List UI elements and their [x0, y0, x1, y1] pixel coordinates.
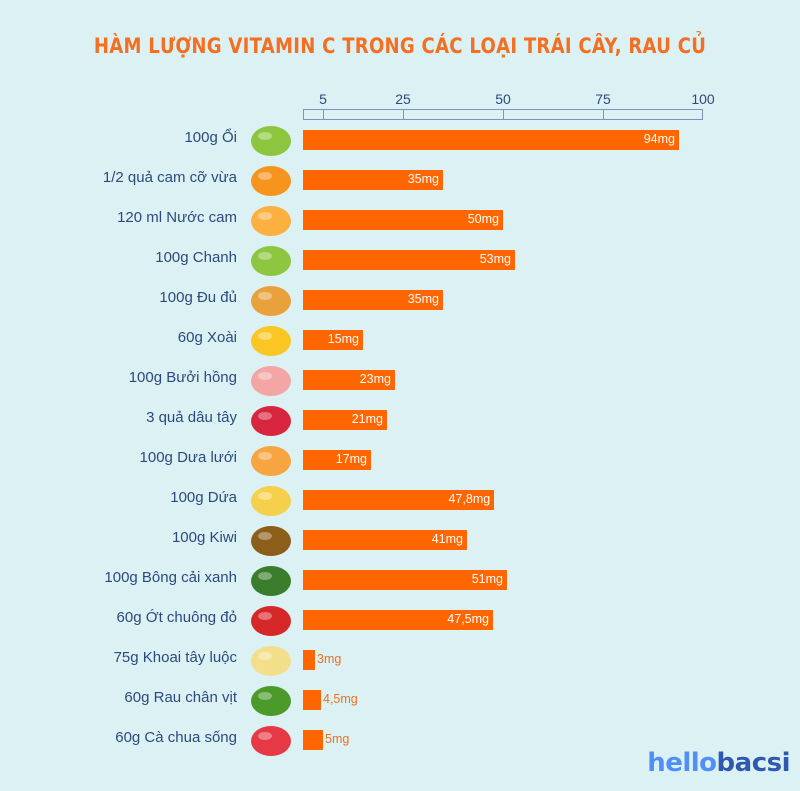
bar: 51mg	[303, 570, 507, 590]
broccoli-icon	[246, 562, 296, 598]
orange-juice-icon	[246, 202, 296, 238]
axis-tick	[503, 109, 504, 120]
potato-icon	[246, 642, 296, 678]
bar: 47,8mg	[303, 490, 495, 510]
category-label: 100g Chanh	[155, 249, 237, 266]
guava-icon	[246, 122, 296, 158]
category-label: 100g Ổi	[184, 129, 237, 146]
bar: 15mg	[303, 330, 363, 350]
chart-row: 75g Khoai tây luộc 3mg	[0, 640, 800, 680]
hellobacsi-logo: hellobacsi	[647, 748, 790, 778]
chart-title: HÀM LƯỢNG VITAMIN C TRONG CÁC LOẠI TRÁI …	[93, 34, 707, 58]
bar-value-label: 3mg	[317, 652, 342, 666]
bar-value-label: 53mg	[479, 252, 511, 266]
chart-row: 100g Dưa lưới 17mg	[0, 440, 800, 480]
papaya-icon	[246, 282, 296, 318]
x-axis: 5 25 50 75 100	[303, 90, 715, 122]
category-label: 60g Xoài	[177, 329, 237, 346]
bar: 41mg	[303, 530, 467, 550]
bar: 21mg	[303, 410, 387, 430]
cantaloupe-icon	[246, 442, 296, 478]
bar: 47,5mg	[303, 610, 493, 630]
bar: 53mg	[303, 250, 515, 270]
axis-tick	[603, 109, 604, 120]
bar-value-label: 15mg	[327, 332, 359, 346]
chart-row: 60g Cà chua sống 5mg	[0, 720, 800, 760]
spinach-icon	[246, 682, 296, 718]
bar: 3mg	[303, 650, 341, 670]
chart-row: 100g Chanh 53mg	[0, 240, 800, 280]
tomato-icon	[246, 722, 296, 758]
category-label: 100g Bông cải xanh	[104, 569, 237, 586]
chart-row: 100g Ổi 94mg	[0, 120, 800, 160]
bar: 50mg	[303, 210, 503, 230]
orange-half-icon	[246, 162, 296, 198]
bar-value-label: 35mg	[407, 172, 439, 186]
lime-icon	[246, 242, 296, 278]
bar: 94mg	[303, 130, 679, 150]
bar-value-label: 17mg	[335, 452, 367, 466]
bar-value-label: 35mg	[407, 292, 439, 306]
bar-value-label: 23mg	[359, 372, 391, 386]
axis-tick-label: 75	[595, 91, 611, 107]
bar-value-label: 4,5mg	[323, 692, 358, 706]
bar: 23mg	[303, 370, 395, 390]
axis-tick-label: 5	[319, 91, 327, 107]
chart-row: 100g Bông cải xanh 51mg	[0, 560, 800, 600]
axis-tick-label: 25	[395, 91, 411, 107]
bar-value-label: 50mg	[467, 212, 499, 226]
category-label: 75g Khoai tây luộc	[113, 649, 237, 666]
axis-tick-label: 50	[495, 91, 511, 107]
logo-part-bacsi: bacsi	[716, 748, 791, 778]
red-bell-pepper-icon	[246, 602, 296, 638]
chart-row: 1/2 quả cam cỡ vừa 35mg	[0, 160, 800, 200]
bar: 17mg	[303, 450, 371, 470]
chart-row: 100g Kiwi 41mg	[0, 520, 800, 560]
mango-icon	[246, 322, 296, 358]
category-label: 100g Đu đủ	[159, 289, 237, 306]
category-label: 60g Rau chân vịt	[124, 689, 237, 706]
category-label: 100g Kiwi	[171, 529, 237, 546]
axis-tick	[403, 109, 404, 120]
bar-value-label: 51mg	[471, 572, 503, 586]
logo-part-hello: hello	[647, 748, 717, 778]
bar-value-label: 47,5mg	[447, 612, 489, 626]
kiwi-icon	[246, 522, 296, 558]
chart-row: 60g Xoài 15mg	[0, 320, 800, 360]
bar: 35mg	[303, 290, 443, 310]
bar: 4,5mg	[303, 690, 358, 710]
category-label: 3 quả dâu tây	[146, 409, 237, 426]
chart-row: 60g Rau chân vịt 4,5mg	[0, 680, 800, 720]
axis-tick-label: 100	[691, 91, 715, 107]
bar: 5mg	[303, 730, 349, 750]
chart-row: 100g Đu đủ 35mg	[0, 280, 800, 320]
pomelo-icon	[246, 362, 296, 398]
strawberry-icon	[246, 402, 296, 438]
chart-row: 60g Ớt chuông đỏ 47,5mg	[0, 600, 800, 640]
chart-row: 100g Bưởi hồng 23mg	[0, 360, 800, 400]
category-label: 60g Cà chua sống	[115, 729, 237, 746]
category-label: 100g Bưởi hồng	[128, 369, 237, 386]
bar-value-label: 5mg	[325, 732, 350, 746]
category-label: 100g Dứa	[170, 489, 237, 506]
bar: 35mg	[303, 170, 443, 190]
bar-value-label: 94mg	[643, 132, 675, 146]
category-label: 1/2 quả cam cỡ vừa	[102, 169, 237, 186]
bar-value-label: 41mg	[431, 532, 463, 546]
pineapple-icon	[246, 482, 296, 518]
chart-row: 3 quả dâu tây 21mg	[0, 400, 800, 440]
category-label: 120 ml Nước cam	[117, 209, 237, 226]
axis-tick	[323, 109, 324, 120]
chart-row: 120 ml Nước cam 50mg	[0, 200, 800, 240]
bar-value-label: 21mg	[351, 412, 383, 426]
chart-row: 100g Dứa 47,8mg	[0, 480, 800, 520]
bar-value-label: 47,8mg	[448, 492, 491, 506]
category-label: 100g Dưa lưới	[139, 449, 237, 466]
category-label: 60g Ớt chuông đỏ	[116, 609, 237, 626]
